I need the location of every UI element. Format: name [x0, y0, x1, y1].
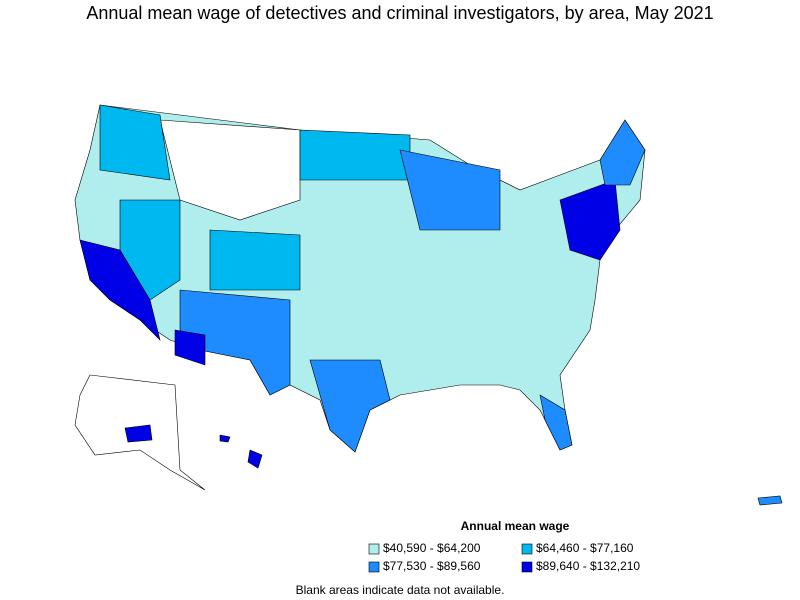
- hawaii-oahu: [219, 434, 231, 443]
- legend-swatch: [368, 561, 380, 573]
- northern-plains: [299, 129, 411, 181]
- legend-label: $40,590 - $64,200: [383, 541, 481, 555]
- california-coast: [79, 239, 161, 341]
- us-map: [74, 104, 646, 453]
- legend-label: $77,530 - $89,560: [383, 559, 481, 573]
- legend-label: $89,640 - $132,210: [536, 559, 640, 573]
- legend-label: $64,460 - $77,160: [536, 541, 634, 555]
- alaska-anchorage: [124, 424, 153, 443]
- legend-swatch: [521, 543, 533, 555]
- florida: [539, 394, 573, 451]
- hawaii-island: [247, 449, 263, 469]
- texas-east: [309, 359, 391, 453]
- legend-swatch: [368, 543, 380, 555]
- legend-swatch: [521, 561, 533, 573]
- legend: $40,590 - $64,200 $64,460 - $77,160 $77,53…: [368, 541, 640, 573]
- new-england: [599, 119, 646, 186]
- pacific-northwest: [99, 104, 171, 181]
- puerto-rico: [757, 495, 783, 506]
- alaska: [74, 374, 206, 491]
- arizona-metro: [174, 329, 206, 366]
- hawaii: [219, 434, 263, 469]
- colorado: [209, 229, 301, 291]
- northern-rockies: [159, 119, 301, 221]
- legend-title: Annual mean wage: [461, 519, 570, 533]
- upper-midwest: [399, 149, 501, 231]
- footnote: Blank areas indicate data not available.: [296, 583, 505, 597]
- map-title: Annual mean wage of detectives and crimi…: [86, 3, 713, 23]
